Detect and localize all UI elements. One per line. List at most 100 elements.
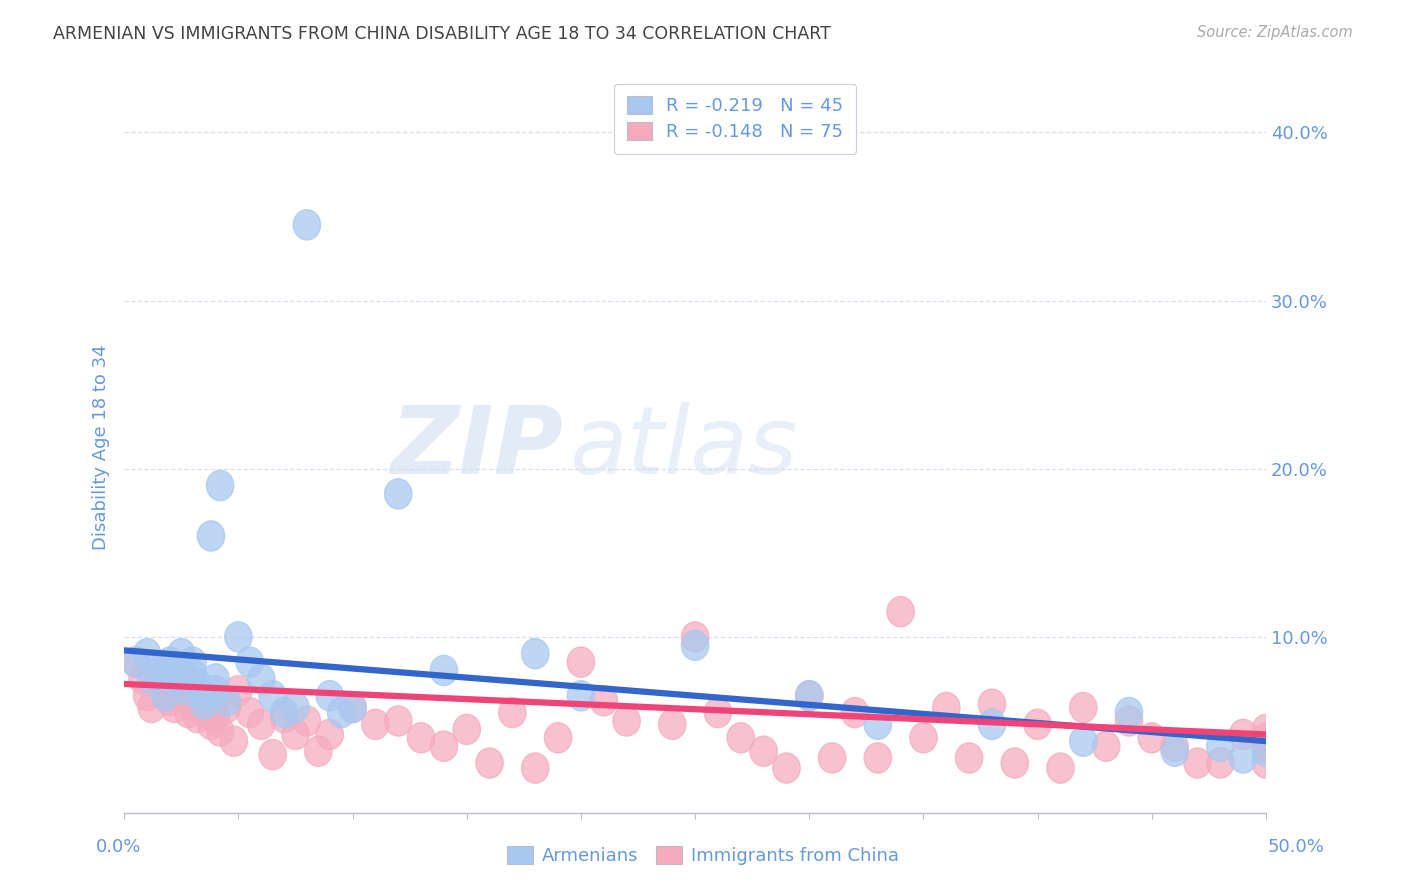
- Ellipse shape: [1253, 736, 1279, 766]
- Ellipse shape: [704, 698, 731, 728]
- Text: ZIP: ZIP: [391, 401, 564, 493]
- Ellipse shape: [339, 692, 367, 723]
- Ellipse shape: [1206, 731, 1234, 762]
- Ellipse shape: [1115, 706, 1143, 736]
- Ellipse shape: [259, 739, 287, 770]
- Ellipse shape: [247, 709, 276, 739]
- Ellipse shape: [1184, 747, 1211, 778]
- Ellipse shape: [796, 681, 823, 711]
- Ellipse shape: [796, 681, 823, 711]
- Ellipse shape: [202, 675, 229, 706]
- Ellipse shape: [122, 647, 149, 677]
- Ellipse shape: [1047, 753, 1074, 783]
- Ellipse shape: [749, 736, 778, 766]
- Ellipse shape: [214, 686, 240, 716]
- Ellipse shape: [202, 703, 229, 732]
- Ellipse shape: [236, 647, 263, 677]
- Ellipse shape: [184, 703, 211, 732]
- Ellipse shape: [179, 659, 207, 689]
- Ellipse shape: [408, 723, 434, 753]
- Ellipse shape: [1092, 731, 1119, 762]
- Ellipse shape: [956, 743, 983, 773]
- Ellipse shape: [613, 706, 640, 736]
- Ellipse shape: [281, 719, 309, 749]
- Ellipse shape: [979, 689, 1005, 719]
- Ellipse shape: [138, 692, 166, 723]
- Ellipse shape: [197, 521, 225, 551]
- Ellipse shape: [453, 714, 481, 745]
- Ellipse shape: [658, 709, 686, 739]
- Ellipse shape: [294, 210, 321, 240]
- Ellipse shape: [179, 673, 207, 703]
- Ellipse shape: [152, 681, 179, 711]
- Ellipse shape: [134, 639, 160, 669]
- Ellipse shape: [1253, 747, 1279, 778]
- Ellipse shape: [1070, 726, 1097, 756]
- Ellipse shape: [865, 743, 891, 773]
- Ellipse shape: [190, 689, 218, 719]
- Ellipse shape: [202, 686, 229, 716]
- Ellipse shape: [1253, 723, 1279, 753]
- Ellipse shape: [522, 753, 548, 783]
- Ellipse shape: [1253, 731, 1279, 762]
- Ellipse shape: [167, 652, 195, 682]
- Ellipse shape: [174, 698, 202, 728]
- Text: ARMENIAN VS IMMIGRANTS FROM CHINA DISABILITY AGE 18 TO 34 CORRELATION CHART: ARMENIAN VS IMMIGRANTS FROM CHINA DISABI…: [53, 25, 831, 43]
- Ellipse shape: [190, 681, 218, 711]
- Text: 0.0%: 0.0%: [96, 838, 141, 855]
- Ellipse shape: [887, 597, 914, 627]
- Ellipse shape: [339, 692, 367, 723]
- Ellipse shape: [305, 736, 332, 766]
- Ellipse shape: [979, 709, 1005, 739]
- Ellipse shape: [499, 698, 526, 728]
- Ellipse shape: [225, 622, 252, 652]
- Ellipse shape: [167, 681, 195, 711]
- Ellipse shape: [430, 731, 457, 762]
- Ellipse shape: [591, 686, 617, 716]
- Ellipse shape: [385, 479, 412, 509]
- Ellipse shape: [316, 719, 343, 749]
- Ellipse shape: [361, 709, 389, 739]
- Ellipse shape: [174, 675, 202, 706]
- Ellipse shape: [385, 706, 412, 736]
- Text: Source: ZipAtlas.com: Source: ZipAtlas.com: [1197, 25, 1353, 40]
- Ellipse shape: [430, 656, 457, 686]
- Ellipse shape: [841, 698, 869, 728]
- Ellipse shape: [1161, 736, 1188, 766]
- Ellipse shape: [160, 664, 188, 694]
- Ellipse shape: [179, 647, 207, 677]
- Ellipse shape: [1229, 719, 1257, 749]
- Ellipse shape: [567, 681, 595, 711]
- Ellipse shape: [145, 656, 172, 686]
- Ellipse shape: [1253, 714, 1279, 745]
- Ellipse shape: [1115, 698, 1143, 728]
- Ellipse shape: [167, 664, 195, 694]
- Legend: Armenians, Immigrants from China: Armenians, Immigrants from China: [501, 839, 905, 872]
- Ellipse shape: [214, 692, 240, 723]
- Ellipse shape: [190, 681, 218, 711]
- Ellipse shape: [1070, 692, 1097, 723]
- Ellipse shape: [207, 470, 233, 500]
- Ellipse shape: [522, 639, 548, 669]
- Ellipse shape: [221, 726, 247, 756]
- Ellipse shape: [184, 669, 211, 699]
- Ellipse shape: [145, 659, 172, 689]
- Ellipse shape: [682, 622, 709, 652]
- Ellipse shape: [197, 709, 225, 739]
- Ellipse shape: [544, 723, 572, 753]
- Ellipse shape: [316, 681, 343, 711]
- Ellipse shape: [129, 664, 156, 694]
- Ellipse shape: [270, 698, 298, 728]
- Ellipse shape: [190, 698, 218, 728]
- Ellipse shape: [932, 692, 960, 723]
- Ellipse shape: [773, 753, 800, 783]
- Ellipse shape: [727, 723, 755, 753]
- Ellipse shape: [122, 647, 149, 677]
- Ellipse shape: [138, 664, 166, 694]
- Ellipse shape: [294, 706, 321, 736]
- Ellipse shape: [156, 669, 184, 699]
- Ellipse shape: [910, 723, 938, 753]
- Ellipse shape: [225, 675, 252, 706]
- Ellipse shape: [134, 681, 160, 711]
- Ellipse shape: [682, 630, 709, 660]
